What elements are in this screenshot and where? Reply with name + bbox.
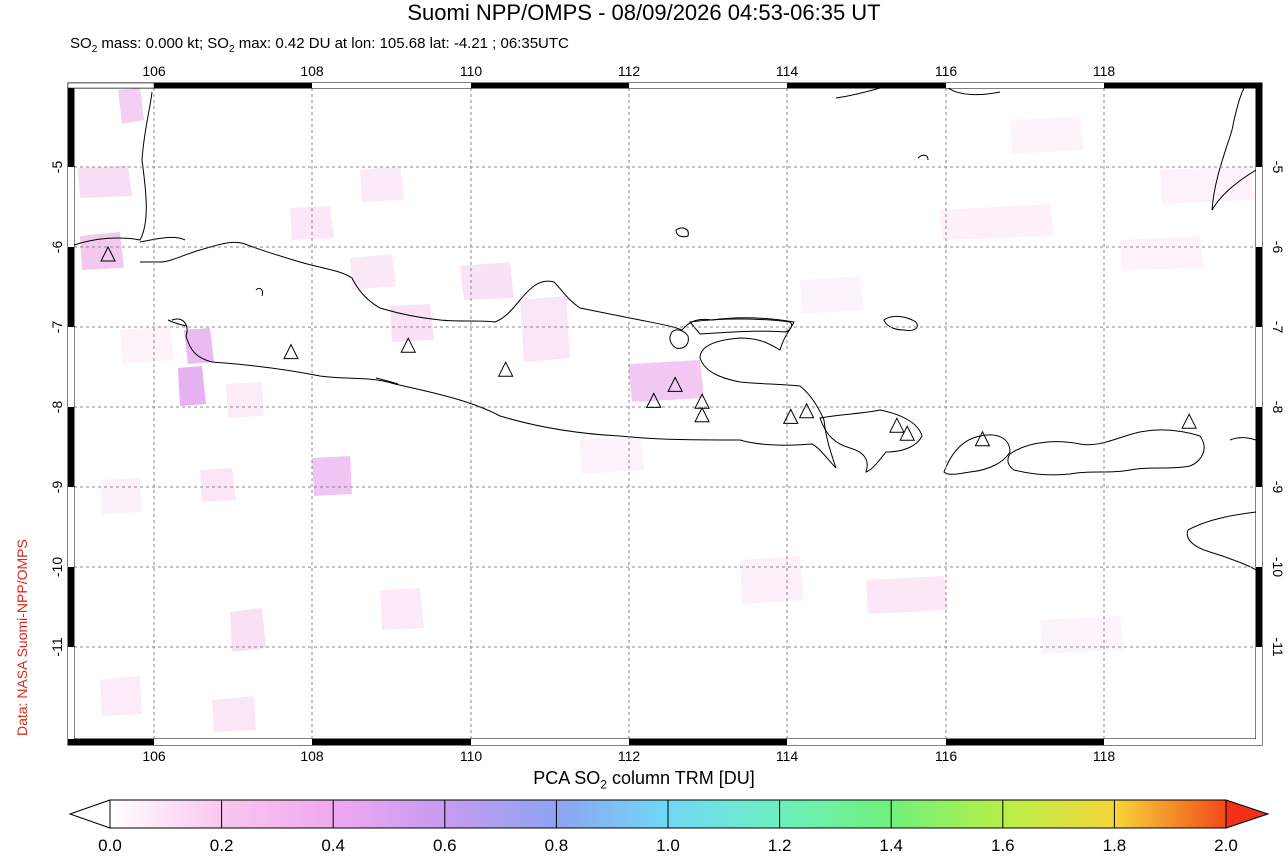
colorbar-tick-label: 1.2 (767, 836, 792, 855)
lat-tick-right: -8 (1270, 401, 1286, 414)
lon-tick-bottom: 118 (1093, 748, 1116, 764)
lon-labels-top: 106 108 110 112 114 116 118 (142, 63, 1115, 79)
volcano-marker (1181, 413, 1197, 429)
map-title: Suomi NPP/OMPS - 08/09/2026 04:53-06:35 … (407, 0, 881, 25)
colorbar-right-arrow (1225, 799, 1270, 829)
lat-tick-right: -11 (1270, 637, 1286, 656)
colorbar-tick-label: 0.0 (98, 836, 122, 855)
colorbar-title: PCA SO2 column TRM [DU] (533, 768, 755, 792)
volcano-marker (782, 408, 799, 424)
colorbar-tick-label: 1.8 (1102, 836, 1127, 855)
map-frame (67, 82, 1263, 746)
lat-tick-left: -7 (49, 321, 65, 334)
bali-coast (819, 409, 923, 473)
kalimantan-coast (1211, 88, 1245, 211)
lat-tick-left: -11 (49, 637, 65, 656)
lat-labels-left: -5 -6 -7 -8 -9 -10 -11 (49, 161, 65, 657)
volcano-marker (798, 402, 815, 419)
lat-tick-right: -10 (1270, 557, 1286, 577)
volcano-marker (100, 245, 116, 262)
madura-west (669, 329, 689, 349)
volcano-marker (974, 430, 991, 447)
volcano-marker (889, 417, 905, 433)
lat-tick-left: -8 (49, 401, 65, 414)
sumba-north (1187, 511, 1256, 531)
lon-tick-bottom: 108 (300, 748, 324, 764)
colorbar-tick-label: 0.6 (432, 836, 457, 855)
lon-tick-bottom: 112 (618, 748, 641, 764)
volcano-marker (899, 425, 916, 441)
colorbar-tick-label: 1.6 (990, 836, 1015, 855)
lat-tick-left: -6 (49, 241, 65, 254)
colorbar-tick-label: 1.4 (879, 836, 904, 855)
lat-tick-left: -10 (49, 557, 65, 577)
coastlines (74, 88, 1256, 571)
lon-tick-top: 118 (1093, 63, 1116, 79)
lon-tick-bottom: 110 (460, 748, 483, 764)
map-grid (74, 88, 1256, 739)
colorbar-tick-label: 0.4 (321, 836, 346, 855)
colorbar-tick-label: 0.8 (544, 836, 569, 855)
lat-tick-right: -6 (1270, 241, 1286, 254)
lat-tick-right: -7 (1270, 321, 1286, 334)
lat-tick-right: -5 (1270, 161, 1286, 174)
lat-tick-left: -9 (49, 481, 65, 494)
lat-tick-left: -5 (49, 161, 65, 174)
sumbawa-coast (1007, 429, 1205, 476)
volcano-marker (400, 337, 417, 353)
lat-tick-right: -9 (1270, 481, 1286, 494)
volcano-marker (645, 392, 662, 408)
colorbar-tick-label: 1.0 (656, 836, 680, 855)
lon-tick-top: 110 (460, 63, 483, 79)
lat-labels-right: -5 -6 -7 -8 -9 -10 -11 (1270, 161, 1286, 657)
lon-tick-top: 114 (776, 63, 799, 79)
volcano-marker (694, 406, 710, 423)
lon-tick-top: 112 (618, 63, 641, 79)
sumba-south (1186, 529, 1256, 571)
lon-tick-bottom: 114 (776, 748, 799, 764)
volcano-marker (497, 361, 514, 377)
lombok-coast (943, 434, 1011, 475)
colorbar-left-arrow (68, 799, 111, 829)
colorbar-tick-marks (221, 800, 1115, 828)
lon-tick-top: 108 (300, 63, 324, 79)
volcano-marker (667, 376, 683, 392)
java-coast (140, 241, 837, 469)
lon-tick-top: 116 (935, 63, 958, 79)
volcano-marker (283, 343, 299, 360)
colorbar (68, 799, 1270, 829)
colorbar-tick-label: 2.0 (1214, 836, 1238, 855)
volcano-markers (100, 245, 1197, 447)
lon-tick-bottom: 116 (935, 748, 958, 764)
lon-tick-top: 106 (142, 63, 166, 79)
lon-labels-bottom: 106 108 110 112 114 116 118 (142, 748, 1115, 764)
sumatra-coast (74, 91, 153, 246)
lon-tick-bottom: 106 (142, 748, 166, 764)
so2-summary: SO2 mass: 0.000 kt; SO2 max: 0.42 DU at … (70, 35, 569, 55)
so2-pixels (78, 88, 1254, 732)
colorbar-tick-label: 0.2 (209, 836, 234, 855)
madura-island (689, 318, 793, 335)
